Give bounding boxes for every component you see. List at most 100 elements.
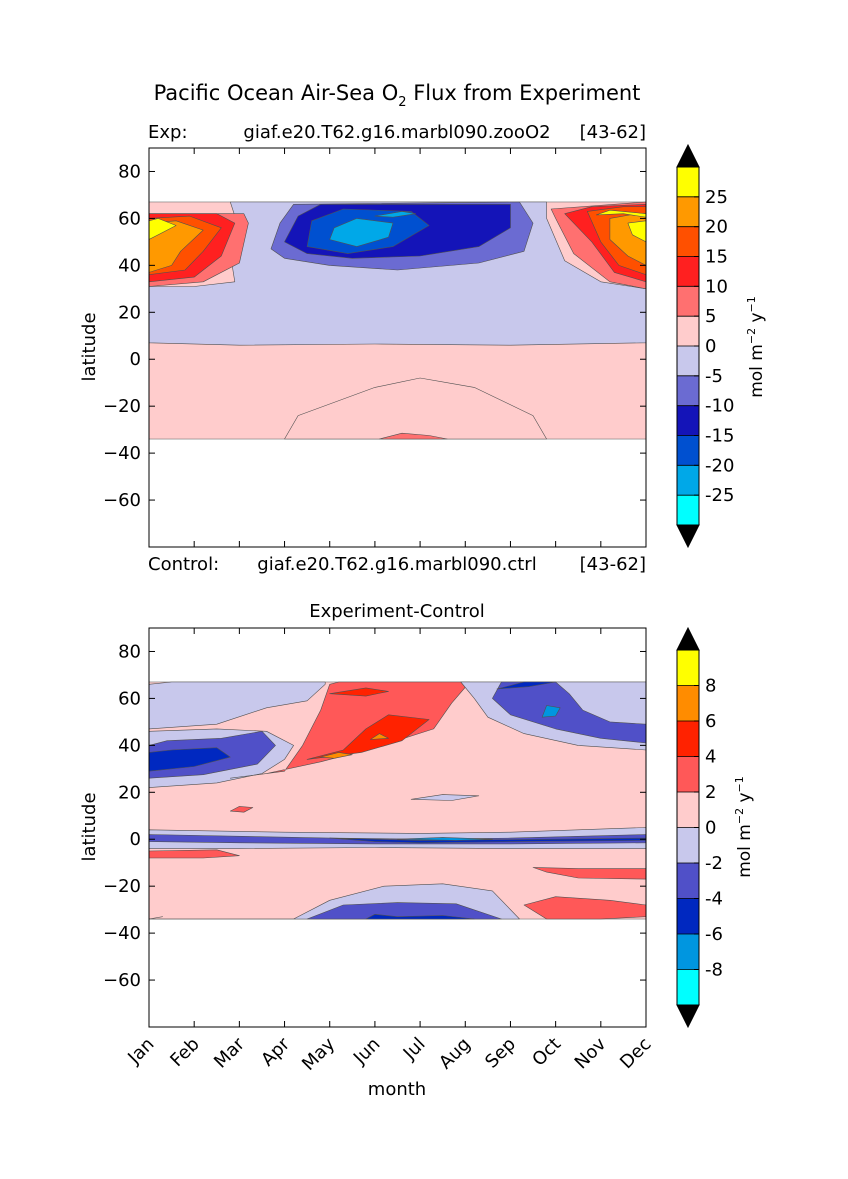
contour-region bbox=[149, 916, 163, 920]
colorbar-swatch bbox=[677, 650, 699, 686]
colorbar-swatch bbox=[677, 375, 699, 406]
y-tick-label: −60 bbox=[103, 970, 141, 991]
x-tick-label: Jan bbox=[123, 1034, 158, 1069]
colorbar-tick-label: 8 bbox=[705, 676, 716, 697]
contour-region bbox=[410, 794, 480, 801]
colorbar-extend-min bbox=[676, 524, 700, 549]
colorbar: -25 -20 -15 -10 -5 0 5 10 15 20 25 bbox=[676, 143, 734, 549]
colorbar-tick-label: 0 bbox=[705, 336, 716, 357]
figure-title-main: Pacific Ocean Air-Sea O bbox=[154, 81, 399, 105]
contour-region bbox=[149, 747, 231, 772]
x-tick-label: Jul bbox=[399, 1034, 430, 1065]
contour-region bbox=[306, 714, 430, 760]
colorbar-tick-label: -20 bbox=[705, 455, 734, 476]
colorbar-extend-min bbox=[676, 1004, 700, 1029]
x-tick-label: Aug bbox=[435, 1034, 475, 1074]
colorbar-swatch bbox=[677, 934, 699, 970]
colorbar-swatch bbox=[677, 196, 699, 227]
contour-region bbox=[627, 220, 646, 243]
y-tick-label: 40 bbox=[118, 255, 141, 276]
colorbar-tick-label: 4 bbox=[705, 747, 716, 768]
figure-title: Pacific Ocean Air-Sea O2 Flux from Exper… bbox=[154, 81, 641, 110]
y-tick-label: 60 bbox=[118, 208, 141, 229]
panel-top: −60 −40 −20 0 20 40 60 80 -25 -20 -15 -10 -5 0 5 10 15 20… bbox=[103, 143, 734, 549]
x-tick-label: Apr bbox=[257, 1033, 294, 1070]
x-tick-label: Jun bbox=[349, 1034, 384, 1069]
y-tick-label: 0 bbox=[130, 349, 141, 370]
colorbar-tick-label: 15 bbox=[705, 247, 728, 268]
y-tick-label: −60 bbox=[103, 490, 141, 511]
contour-region bbox=[149, 218, 177, 240]
colorbar-swatch bbox=[677, 346, 699, 376]
colorbar-tick-label: 5 bbox=[705, 306, 716, 327]
y-tick-label: −40 bbox=[103, 923, 141, 944]
contour-region bbox=[329, 687, 389, 697]
contour-region bbox=[329, 218, 394, 247]
x-tick-label: Mar bbox=[210, 1033, 249, 1072]
contour-region bbox=[374, 211, 416, 218]
bottom-colorbar-label: mol m−2 y−1 bbox=[733, 776, 755, 878]
x-tick-label: May bbox=[298, 1033, 339, 1074]
contour-region bbox=[230, 806, 254, 813]
colorbar-tick-label: -10 bbox=[705, 396, 734, 417]
colorbar-swatch bbox=[677, 827, 699, 863]
x-tick-label: Dec bbox=[616, 1034, 655, 1073]
y-tick-label: 20 bbox=[118, 782, 141, 803]
y-tick-label: 40 bbox=[118, 735, 141, 756]
colorbar-swatch bbox=[677, 286, 699, 317]
colorbar-swatch bbox=[677, 316, 699, 346]
contour-region bbox=[370, 733, 389, 740]
colorbar-tick-label: 6 bbox=[705, 711, 716, 732]
x-tick-label: Nov bbox=[571, 1033, 611, 1073]
colorbar-tick-label: -2 bbox=[705, 853, 723, 874]
colorbar-swatch bbox=[677, 465, 699, 496]
colorbar-tick-label: -4 bbox=[705, 889, 723, 910]
contour-region bbox=[541, 705, 561, 718]
y-tick-label: −20 bbox=[103, 876, 141, 897]
top-title-center: giaf.e20.T62.g16.marbl090.zooO2 bbox=[243, 122, 550, 143]
colorbar-swatch bbox=[677, 167, 699, 197]
y-tick-label: −40 bbox=[103, 443, 141, 464]
x-tick-label: Feb bbox=[166, 1034, 203, 1071]
bottom-ylabel: latitude bbox=[79, 792, 100, 861]
colorbar-swatch bbox=[677, 863, 699, 899]
x-tick-label: Oct bbox=[528, 1034, 565, 1071]
colorbar-tick-label: 25 bbox=[705, 187, 728, 208]
y-tick-label: 20 bbox=[118, 302, 141, 323]
colorbar-extend-max bbox=[676, 143, 700, 168]
colorbar: -8 -6 -4 -2 0 2 4 6 8 bbox=[676, 626, 723, 1029]
bottom-xlabel: month bbox=[368, 1079, 426, 1100]
colorbar-tick-label: 20 bbox=[705, 217, 728, 238]
contour-region bbox=[149, 681, 326, 730]
contour-region bbox=[523, 896, 646, 920]
contour-region bbox=[320, 752, 353, 759]
x-tick-label: Sep bbox=[481, 1034, 520, 1073]
plot-frame bbox=[148, 147, 647, 548]
top-ylabel: latitude bbox=[79, 312, 100, 381]
colorbar-swatch bbox=[677, 226, 699, 257]
colorbar-swatch bbox=[677, 685, 699, 721]
y-tick-label: −20 bbox=[103, 396, 141, 417]
colorbar-tick-label: -8 bbox=[705, 960, 723, 981]
contour-region bbox=[595, 209, 646, 218]
colorbar-tick-label: 2 bbox=[705, 782, 716, 803]
contour-region bbox=[149, 849, 240, 859]
plot-frame bbox=[148, 627, 647, 1028]
colorbar-tick-label: 10 bbox=[705, 276, 728, 297]
colorbar-swatch bbox=[677, 969, 699, 1005]
y-tick-label: 80 bbox=[118, 641, 141, 662]
colorbar-swatch bbox=[677, 898, 699, 934]
contour-region bbox=[365, 913, 475, 920]
colorbar-swatch bbox=[677, 721, 699, 757]
contour-field bbox=[149, 201, 646, 440]
contour-region bbox=[379, 432, 448, 440]
contour-field bbox=[149, 681, 646, 920]
y-tick-label: 60 bbox=[118, 688, 141, 709]
colorbar-swatch bbox=[677, 756, 699, 792]
bottom-title: Experiment-Control bbox=[309, 601, 485, 622]
colorbar-swatch bbox=[677, 256, 699, 287]
top-footer-right: [43-62] bbox=[580, 554, 646, 575]
contour-region bbox=[532, 867, 646, 880]
contour-region bbox=[149, 220, 204, 273]
